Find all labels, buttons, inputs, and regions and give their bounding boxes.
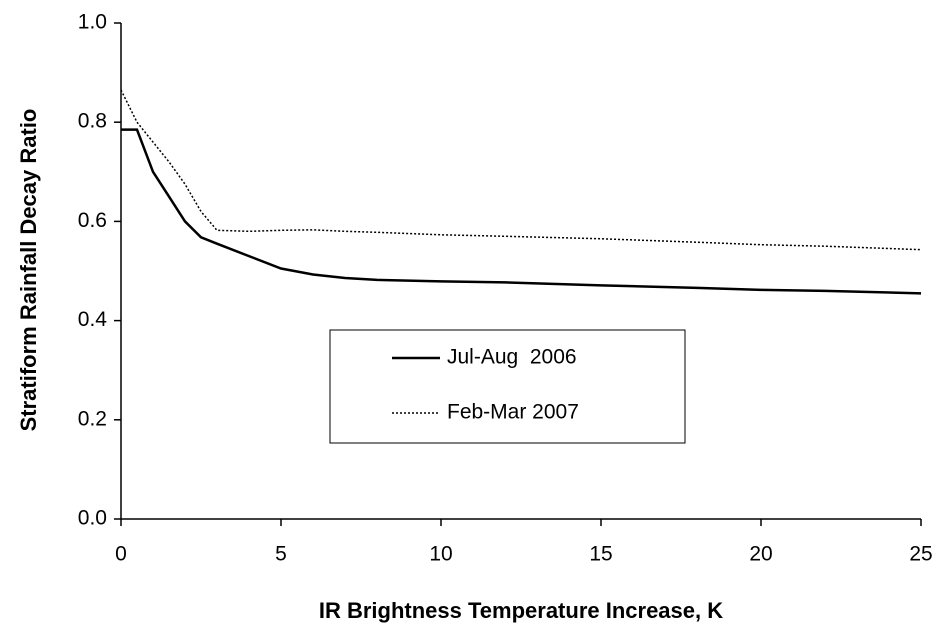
line: [120, 89, 922, 251]
legend-label: Feb-Mar 2007: [447, 401, 579, 424]
legend-label: Jul-Aug 2006: [447, 346, 577, 369]
x-axis-title: IR Brightness Temperature Increase, K: [319, 598, 723, 623]
x-tick-label: 20: [749, 543, 772, 566]
x-tick-label: 5: [275, 543, 287, 566]
y-tick-label: 0.6: [78, 209, 107, 232]
y-tick-label: 0.8: [78, 110, 107, 133]
x-tick-label: 25: [909, 543, 932, 566]
y-axis-title: Stratiform Rainfall Decay Ratio: [16, 109, 41, 432]
x-tick-label: 0: [115, 543, 127, 566]
y-tick-label: 1.0: [78, 11, 107, 34]
x-tick-label: 15: [589, 543, 612, 566]
y-tick-label: 0.2: [78, 407, 107, 430]
line: [121, 128, 922, 295]
y-tick-label: 0.4: [78, 308, 108, 331]
x-tick-label: 10: [429, 543, 452, 566]
y-tick-label: 0.0: [78, 507, 107, 530]
legend-box: [329, 329, 686, 444]
